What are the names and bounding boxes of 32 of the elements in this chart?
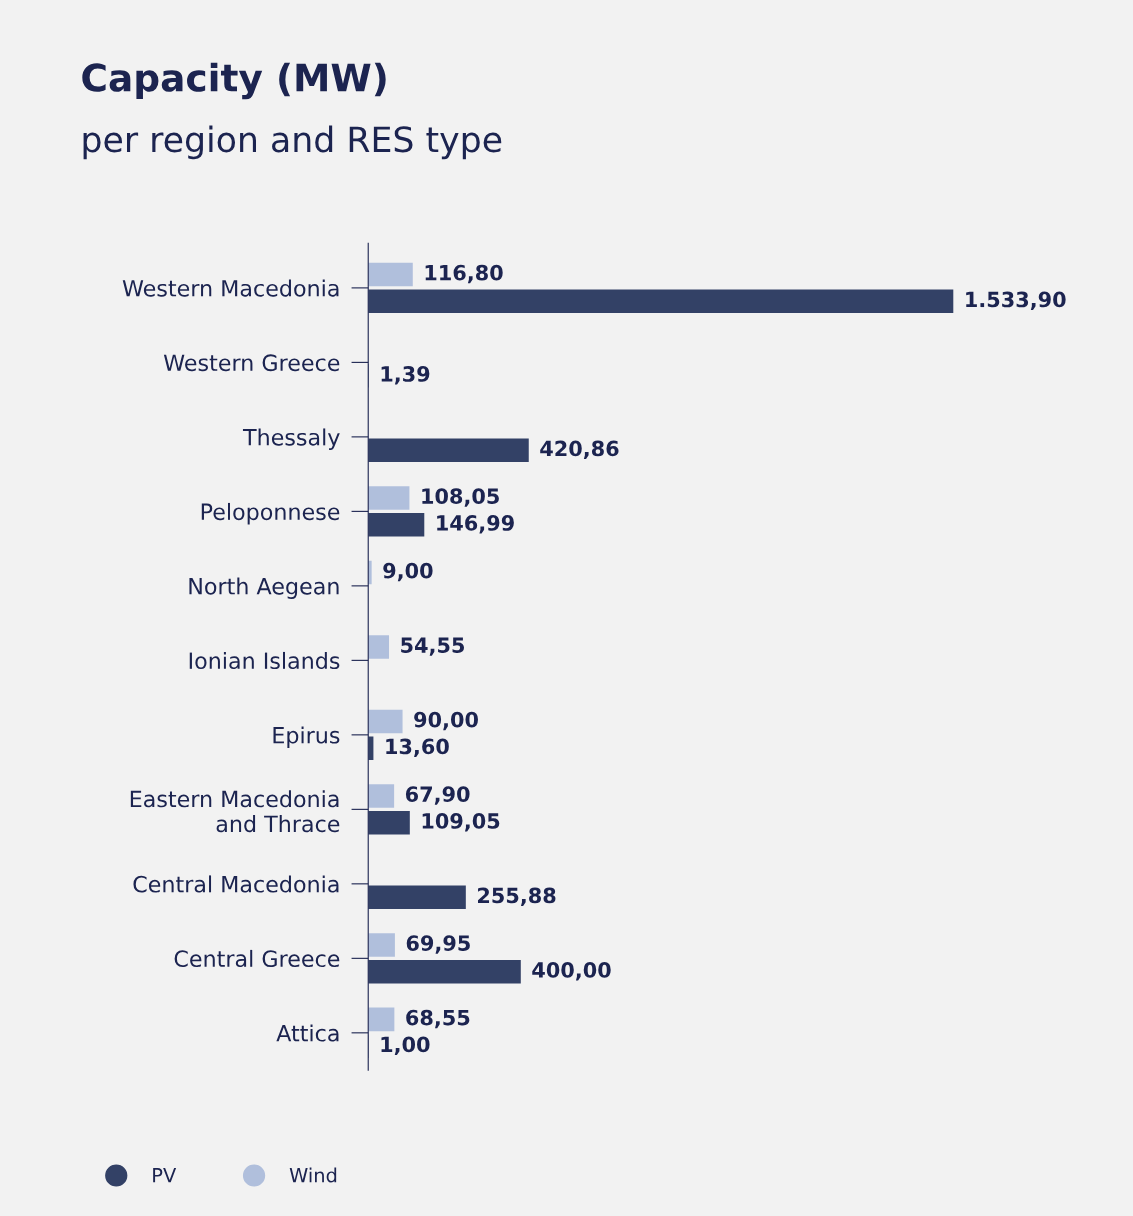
chart-title: Capacity (MW): [82, 62, 386, 100]
y-tick-label: Thessaly: [242, 428, 340, 450]
y-tick-label: Central Greece: [174, 949, 340, 968]
legend-label: PV: [153, 1168, 177, 1183]
data-label: 69,95: [406, 935, 470, 954]
legend-label: Wind: [289, 1167, 337, 1183]
data-label: 420,86: [540, 440, 619, 459]
data-label: 68,55: [406, 1009, 470, 1029]
data-label: 1,39: [381, 366, 430, 385]
y-tick-label: Ionian Islands: [189, 651, 340, 670]
y-tick-label: Epirus: [273, 726, 340, 748]
y-tick-label: Peloponnese: [201, 502, 340, 525]
data-label: 108,05: [422, 488, 499, 507]
data-label: 13,60: [386, 738, 449, 757]
y-tick-label: Eastern Macedonia and Thrace: [130, 790, 340, 833]
data-label: 67,90: [405, 786, 470, 805]
data-label: 146,99: [437, 515, 514, 534]
y-tick-label: Western Macedonia: [122, 279, 339, 297]
y-tick-label: Attica: [276, 1024, 339, 1042]
data-label: 109,05: [422, 813, 500, 832]
data-label: 90,00: [414, 711, 478, 731]
y-tick-label: North Aegean: [189, 577, 339, 599]
data-label: 1,00: [381, 1036, 430, 1055]
data-label: 116,80: [425, 264, 503, 284]
chart-subtitle: per region and RES type: [83, 125, 502, 160]
y-tick-label: Western Greece: [163, 354, 340, 372]
data-label: 1.533,90: [966, 291, 1066, 311]
data-label: 54,55: [401, 637, 465, 656]
data-label: 400,00: [532, 962, 611, 981]
y-tick-label: Central Macedonia: [133, 875, 339, 893]
data-label: 255,88: [478, 887, 556, 906]
data-label: 9,00: [383, 562, 433, 582]
